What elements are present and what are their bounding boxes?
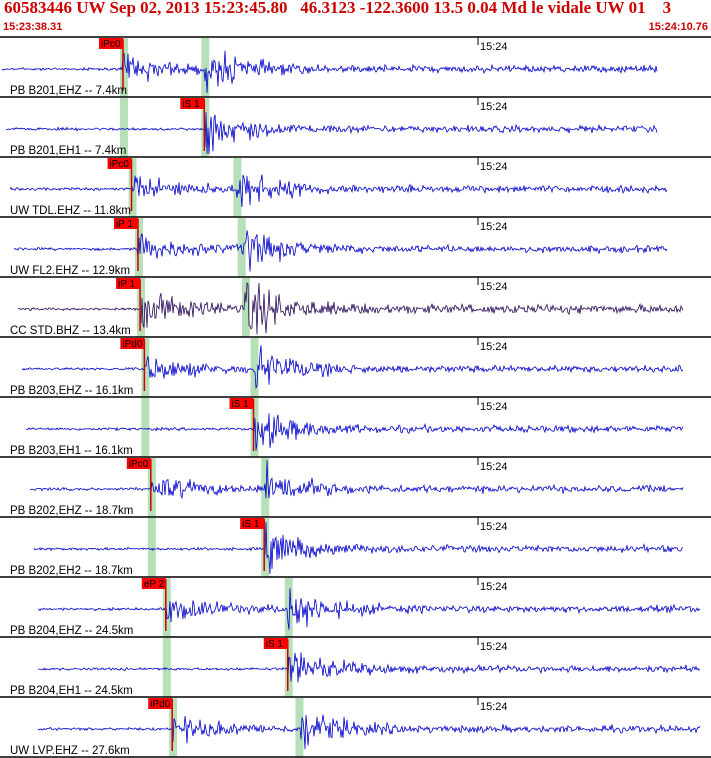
minute-label: 15:24 — [480, 161, 508, 173]
channel-label: PB B204,EHZ -- 24.5km — [10, 625, 133, 637]
channel-label: UW LVP.EHZ -- 27.6km — [10, 745, 130, 757]
channel-row[interactable]: 15:24 iPc0 UW TDL.EHZ -- 11.8km — [0, 157, 711, 218]
pick-tag[interactable] — [120, 338, 145, 349]
waveform-trace — [37, 652, 701, 683]
channel-label: PB B201,EHZ -- 7.4km — [10, 85, 127, 97]
channel-row[interactable]: 15:24 iPd0 UW LVP.EHZ -- 27.6km — [0, 697, 711, 758]
p-window-shade — [137, 278, 146, 337]
pick-label: iP 1 — [116, 219, 133, 230]
channel-label: PB B203,EH1 -- 16.1km — [10, 445, 133, 457]
minute-label: 15:24 — [480, 641, 508, 653]
minute-label: 15:24 — [480, 101, 508, 113]
minute-label: 15:24 — [480, 41, 508, 53]
waveform-trace — [13, 230, 668, 272]
channel-label: PB B202,EH2 -- 18.7km — [10, 565, 133, 577]
window-end-time: 15:24:10.76 — [648, 21, 708, 33]
pick-tag[interactable] — [113, 218, 138, 229]
minute-label: 15:24 — [480, 341, 508, 353]
waveform-trace — [5, 112, 658, 154]
pick-tag[interactable] — [180, 98, 205, 109]
waveform-trace — [33, 521, 684, 574]
s-window-shade — [250, 338, 259, 397]
pick-tag[interactable] — [98, 38, 123, 49]
pick-label: iPd0 — [150, 699, 170, 710]
minute-label: 15:24 — [480, 401, 508, 413]
pick-tag[interactable] — [126, 458, 151, 469]
channel-row[interactable]: 15:24 iPc0 PB B201,EHZ -- 7.4km — [0, 37, 711, 98]
pick-label: iPc0 — [101, 39, 121, 50]
channel-row[interactable]: 15:24 iS 1 PB B202,EH2 -- 18.7km — [0, 517, 711, 578]
waveform-trace — [25, 413, 684, 451]
waveform-trace — [29, 460, 684, 500]
p-window-shade — [141, 338, 150, 397]
pick-tag[interactable] — [263, 638, 288, 649]
minute-label: 15:24 — [480, 281, 508, 293]
window-start-time: 15:23:38.31 — [3, 21, 63, 33]
pick-label: iS 1 — [242, 519, 260, 530]
channel-row[interactable]: 15:24 eP 2 PB B204,EHZ -- 24.5km — [0, 577, 711, 638]
channel-label: CC STD.BHZ -- 13.4km — [10, 325, 131, 337]
pick-tag[interactable] — [240, 518, 265, 529]
waveform-trace — [37, 714, 701, 750]
pick-label: eP 2 — [144, 579, 165, 590]
p-window-shade — [162, 578, 171, 637]
minute-label: 15:24 — [480, 701, 508, 713]
pick-tag[interactable] — [229, 398, 254, 409]
waveform-trace — [1, 50, 658, 93]
pick-label: iS 1 — [182, 99, 200, 110]
s-window-shade — [233, 158, 242, 217]
s-window-shade — [295, 698, 304, 757]
channel-row[interactable]: 15:24 iS 1 PB B204,EH1 -- 24.5km — [0, 637, 711, 698]
channel-row[interactable]: 15:24 iPc0 PB B202,EHZ -- 18.7km — [0, 457, 711, 518]
pick-tag[interactable] — [141, 578, 166, 589]
event-title: 60583446 UW Sep 02, 2013 15:23:45.80 46.… — [4, 0, 672, 17]
minute-label: 15:24 — [480, 221, 508, 233]
channel-row[interactable]: 15:24 iP 1 CC STD.BHZ -- 13.4km — [0, 277, 711, 338]
pick-label: iPc0 — [110, 159, 130, 170]
channel-label: UW FL2.EHZ -- 12.9km — [10, 265, 130, 277]
s-window-shade — [284, 578, 293, 637]
p-window-shade — [147, 518, 156, 577]
channel-row[interactable]: 15:24 iS 1 PB B203,EH1 -- 16.1km — [0, 397, 711, 458]
event-header: 60583446 UW Sep 02, 2013 15:23:45.80 46.… — [0, 0, 711, 37]
p-window-shade — [119, 38, 128, 97]
waveform-trace — [21, 345, 684, 390]
channel-label: UW TDL.EHZ -- 11.8km — [10, 205, 131, 217]
pick-label: iPd0 — [122, 339, 142, 350]
channel-row[interactable]: 15:24 iS 1 PB B201,EH1 -- 7.4km — [0, 97, 711, 158]
pick-tag[interactable] — [148, 698, 173, 709]
p-window-shade — [169, 698, 178, 757]
channel-label: PB B202,EHZ -- 18.7km — [10, 505, 133, 517]
p-window-shade — [134, 218, 143, 277]
minute-label: 15:24 — [480, 461, 508, 473]
pick-label: iPc0 — [129, 459, 149, 470]
pick-tag[interactable] — [116, 278, 141, 289]
s-window-shade — [201, 38, 210, 97]
channel-row[interactable]: 15:24 iPd0 PB B203,EHZ -- 16.1km — [0, 337, 711, 398]
channel-label: PB B204,EH1 -- 24.5km — [10, 685, 133, 697]
s-window-shade — [241, 278, 250, 337]
p-window-shade — [119, 98, 128, 157]
waveform-trace — [17, 282, 684, 335]
channel-label: PB B203,EHZ -- 16.1km — [10, 385, 133, 397]
waveform-trace — [9, 174, 668, 208]
waveform-trace — [37, 588, 701, 630]
minute-label: 15:24 — [480, 521, 508, 533]
minute-label: 15:24 — [480, 581, 508, 593]
channel-row[interactable]: 15:24 iP 1 UW FL2.EHZ -- 12.9km — [0, 217, 711, 278]
p-window-shade — [162, 638, 171, 697]
pick-label: iS 1 — [266, 639, 284, 650]
p-window-shade — [141, 398, 150, 457]
channel-label: PB B201,EH1 -- 7.4km — [10, 145, 126, 157]
pick-label: iS 1 — [232, 399, 250, 410]
pick-label: iP 1 — [118, 279, 135, 290]
pick-tag[interactable] — [107, 158, 132, 169]
